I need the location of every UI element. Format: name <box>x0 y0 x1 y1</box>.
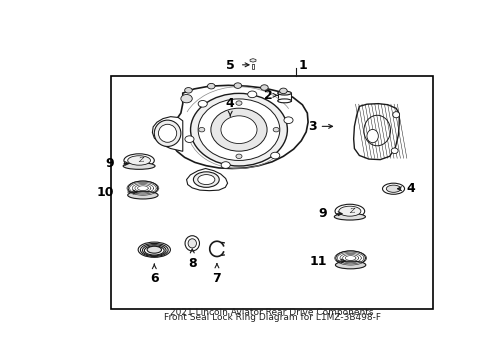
Text: Z: Z <box>349 207 354 215</box>
Ellipse shape <box>188 239 196 248</box>
Circle shape <box>236 154 242 158</box>
Polygon shape <box>171 85 308 168</box>
Circle shape <box>280 88 287 94</box>
Ellipse shape <box>383 183 405 194</box>
Text: 8: 8 <box>188 257 196 270</box>
Text: 4: 4 <box>225 97 234 110</box>
Ellipse shape <box>336 251 366 265</box>
Circle shape <box>247 91 257 98</box>
Ellipse shape <box>221 119 239 128</box>
Ellipse shape <box>141 243 168 256</box>
Ellipse shape <box>194 172 219 187</box>
Circle shape <box>284 117 293 123</box>
Ellipse shape <box>128 191 158 199</box>
Text: 5: 5 <box>226 59 235 72</box>
Text: 9: 9 <box>106 157 115 170</box>
Bar <box>278 93 292 101</box>
Ellipse shape <box>334 213 366 220</box>
Text: 3: 3 <box>308 120 317 133</box>
Ellipse shape <box>335 204 365 218</box>
Text: 10: 10 <box>97 185 115 199</box>
Circle shape <box>185 136 194 143</box>
Ellipse shape <box>124 154 154 167</box>
Polygon shape <box>187 168 227 191</box>
Ellipse shape <box>185 236 199 251</box>
Ellipse shape <box>386 185 401 192</box>
Ellipse shape <box>138 242 171 257</box>
Polygon shape <box>250 59 256 62</box>
Ellipse shape <box>128 181 158 195</box>
Text: 7: 7 <box>213 272 221 285</box>
Ellipse shape <box>198 175 215 185</box>
Ellipse shape <box>211 108 267 151</box>
Ellipse shape <box>221 116 257 144</box>
Text: 2021 Lincoln Aviator Rear Drive Components: 2021 Lincoln Aviator Rear Drive Componen… <box>170 308 374 317</box>
Circle shape <box>270 152 280 159</box>
Circle shape <box>261 85 268 90</box>
Ellipse shape <box>218 116 243 131</box>
Bar <box>252 64 254 69</box>
Ellipse shape <box>154 120 181 147</box>
Text: 6: 6 <box>150 272 159 285</box>
Ellipse shape <box>391 148 398 153</box>
Ellipse shape <box>336 261 366 269</box>
Ellipse shape <box>278 91 292 95</box>
Text: 9: 9 <box>318 207 327 220</box>
Ellipse shape <box>339 206 361 216</box>
Circle shape <box>221 162 230 168</box>
Ellipse shape <box>147 246 162 253</box>
Circle shape <box>199 127 205 132</box>
Circle shape <box>273 127 279 132</box>
Circle shape <box>236 101 242 105</box>
Text: 2: 2 <box>265 89 273 102</box>
Polygon shape <box>152 117 183 151</box>
Ellipse shape <box>128 156 150 165</box>
Text: 4: 4 <box>406 182 415 195</box>
Ellipse shape <box>364 115 391 146</box>
Circle shape <box>198 100 207 107</box>
Circle shape <box>234 83 242 89</box>
Ellipse shape <box>123 163 155 169</box>
Bar <box>111 76 433 309</box>
Text: Front Seal Lock Ring Diagram for L1MZ-3B498-F: Front Seal Lock Ring Diagram for L1MZ-3B… <box>164 312 381 321</box>
Text: 11: 11 <box>310 255 327 268</box>
Ellipse shape <box>198 99 280 161</box>
Text: 1: 1 <box>298 59 307 72</box>
Ellipse shape <box>191 93 288 166</box>
Ellipse shape <box>367 129 378 143</box>
Circle shape <box>207 84 215 89</box>
Ellipse shape <box>278 99 292 103</box>
Circle shape <box>181 94 192 103</box>
Ellipse shape <box>143 245 166 256</box>
Text: Z: Z <box>138 156 143 164</box>
Ellipse shape <box>145 246 164 255</box>
Polygon shape <box>354 104 399 159</box>
Circle shape <box>185 87 192 93</box>
Ellipse shape <box>158 124 177 142</box>
Ellipse shape <box>393 112 400 118</box>
